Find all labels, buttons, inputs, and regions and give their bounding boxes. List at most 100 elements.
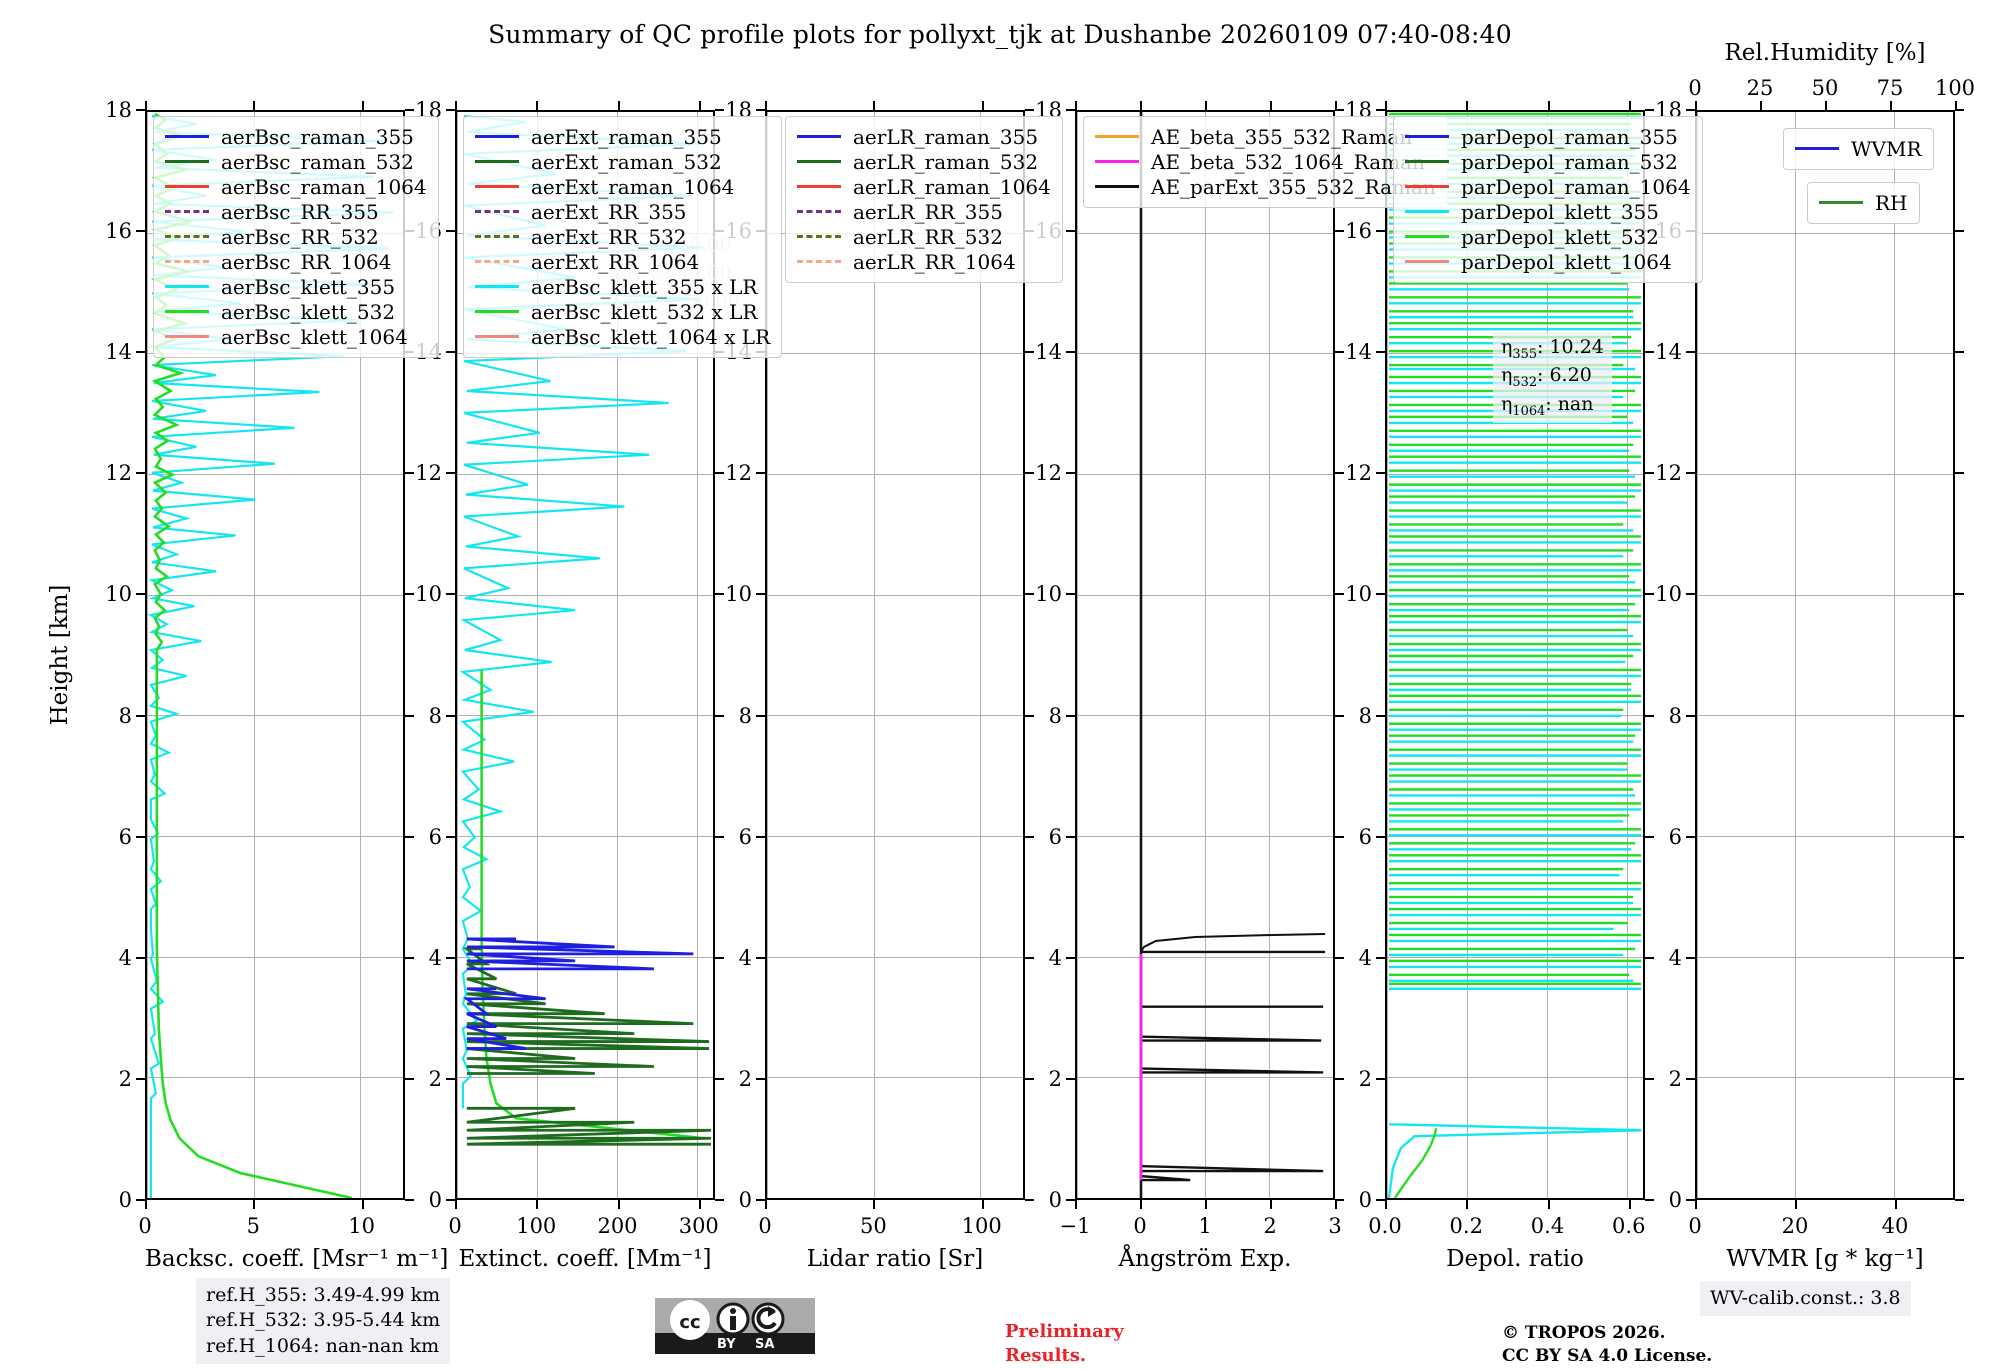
legend-lidar-ratio[interactable]: aerLR_raman_355 aerLR_raman_532 aerLR_ra… (785, 116, 1063, 283)
legend-swatch (165, 160, 209, 163)
legend-item: aerLR_raman_355 (797, 124, 1051, 149)
plot-area-lidar-ratio[interactable] (765, 110, 1025, 1200)
page-title: Summary of QC profile plots for pollyxt_… (488, 20, 1512, 49)
eta-1064-value: η1064: nan (1501, 392, 1594, 419)
panel-wvmr-rh: 0 2 4 6 8 10 12 14 16 18 0 20 40 WVMR [g… (1655, 40, 1976, 1272)
legend-swatch (1095, 160, 1139, 163)
angstroem-traces (1139, 112, 1326, 1198)
legend-item: WVMR (1795, 136, 1922, 161)
legend-item: parDepol_klett_532 (1405, 224, 1691, 249)
legend-item: aerLR_RR_1064 (797, 249, 1051, 274)
legend-item: aerBsc_klett_532 x LR (475, 299, 770, 324)
x-axis-label-backscatter: Backsc. coeff. [Msr⁻¹ m⁻¹] (145, 1246, 449, 1272)
legend-swatch (797, 185, 841, 188)
legend-item: aerBsc_RR_355 (165, 199, 427, 224)
legend-swatch (1095, 135, 1139, 138)
legend-backscatter[interactable]: aerBsc_raman_355 aerBsc_raman_532 aerBsc… (153, 116, 439, 358)
legend-item: parDepol_klett_1064 (1405, 249, 1691, 274)
x-axis-label-lidar-ratio: Lidar ratio [Sr] (806, 1246, 984, 1272)
svg-text:cc: cc (679, 1312, 700, 1333)
creative-commons-badge: cc BY SA (655, 1298, 815, 1354)
legend-wvmr[interactable]: WVMR (1783, 128, 1934, 170)
legend-swatch (1405, 185, 1449, 188)
legend-swatch (475, 285, 519, 288)
legend-swatch (797, 135, 841, 138)
legend-item: AE_beta_532_1064_Raman (1095, 149, 1436, 174)
legend-swatch (797, 160, 841, 163)
panel-lidar-ratio: 0 2 4 6 8 10 12 14 16 18 0 50 100 Lidar … (725, 98, 1063, 1272)
cc-sa-label: SA (755, 1337, 775, 1352)
legend-item: aerLR_RR_532 (797, 224, 1051, 249)
reference-height-box: ref.H_355: 3.49-4.99 km ref.H_532: 3.95-… (196, 1278, 451, 1364)
legend-item: aerBsc_klett_532 (165, 299, 427, 324)
legend-item: aerExt_RR_532 (475, 224, 770, 249)
legend-item: aerBsc_RR_1064 (165, 249, 427, 274)
legend-item: aerBsc_RR_532 (165, 224, 427, 249)
legend-swatch (475, 185, 519, 188)
legend-swatch (1405, 210, 1449, 213)
legend-swatch (475, 235, 519, 238)
legend-item: parDepol_raman_532 (1405, 149, 1691, 174)
legend-swatch (475, 210, 519, 213)
plot-area-depol-ratio[interactable] (1385, 110, 1645, 1200)
plot-area-wvmr-rh[interactable] (1695, 110, 1955, 1200)
legend-swatch (797, 260, 841, 263)
x-axis-label-angstroem: Ångström Exp. (1118, 1246, 1292, 1272)
legend-item: aerExt_RR_355 (475, 199, 770, 224)
legend-item: aerBsc_raman_1064 (165, 174, 427, 199)
panel-angstroem: 0 2 4 6 8 10 12 14 16 18 −1 0 1 2 3 Ångs… (1035, 98, 1448, 1272)
legend-item: parDepol_raman_355 (1405, 124, 1691, 149)
legend-swatch (797, 235, 841, 238)
legend-swatch (165, 285, 209, 288)
legend-item: aerLR_raman_532 (797, 149, 1051, 174)
top-axis-label-rh: Rel.Humidity [%] (1724, 40, 1926, 66)
legend-rh[interactable]: RH (1807, 182, 1920, 224)
legend-item: aerBsc_klett_355 x LR (475, 274, 770, 299)
legend-swatch (165, 135, 209, 138)
legend-item: aerBsc_raman_532 (165, 149, 427, 174)
cc-by-label: BY (717, 1337, 736, 1352)
legend-swatch (1819, 201, 1863, 204)
legend-item: parDepol_klett_355 (1405, 199, 1691, 224)
legend-swatch (165, 185, 209, 188)
x-axis-label-wvmr: WVMR [g * kg⁻¹] (1726, 1246, 1924, 1272)
legend-swatch (165, 335, 209, 338)
legend-item: aerBsc_raman_355 (165, 124, 427, 149)
legend-item: aerExt_raman_1064 (475, 174, 770, 199)
extinction-traces (459, 114, 712, 1146)
legend-item: parDepol_raman_1064 (1405, 174, 1691, 199)
legend-swatch (165, 310, 209, 313)
x-axis-label-depol-ratio: Depol. ratio (1446, 1246, 1584, 1272)
legend-swatch (797, 210, 841, 213)
panel-extinction: 0 2 4 6 8 10 12 14 16 18 0 100 200 300 E… (415, 98, 783, 1272)
y-axis-label: Height [km] (47, 584, 73, 726)
legend-swatch (475, 260, 519, 263)
x-axis-label-extinction: Extinct. coeff. [Mm⁻¹] (458, 1246, 712, 1272)
legend-item: aerExt_raman_355 (475, 124, 770, 149)
legend-swatch (475, 160, 519, 163)
legend-item: aerExt_raman_532 (475, 149, 770, 174)
legend-item: aerLR_raman_1064 (797, 174, 1051, 199)
legend-swatch (165, 210, 209, 213)
legend-item: aerExt_RR_1064 (475, 249, 770, 274)
legend-item: aerBsc_klett_1064 x LR (475, 324, 770, 349)
legend-swatch (475, 335, 519, 338)
legend-item: AE_parExt_355_532_Raman (1095, 174, 1436, 199)
wv-calib-const-box: WV-calib.const.: 3.8 (1700, 1281, 1911, 1317)
legend-item: AE_beta_355_532_Raman (1095, 124, 1436, 149)
legend-swatch (1095, 185, 1139, 188)
panel-depol-ratio: 0 2 4 6 8 10 12 14 16 18 0.0 0.2 0.4 0.6… (1345, 98, 1703, 1272)
legend-item: RH (1819, 190, 1908, 215)
plot-area-angstroem[interactable] (1075, 110, 1335, 1200)
legend-swatch (165, 260, 209, 263)
legend-item: aerBsc_klett_355 (165, 274, 427, 299)
panel-backscatter: 0 2 4 6 8 10 12 14 16 18 0 5 10 Backsc. … (105, 98, 449, 1272)
legend-angstroem[interactable]: AE_beta_355_532_Raman AE_beta_532_1064_R… (1083, 116, 1448, 208)
legend-swatch (475, 310, 519, 313)
legend-item: aerLR_RR_355 (797, 199, 1051, 224)
preliminary-results-note: Preliminary Results. (1005, 1321, 1124, 1367)
legend-extinction[interactable]: aerExt_raman_355 aerExt_raman_532 aerExt… (463, 116, 783, 358)
legend-swatch (1405, 260, 1449, 263)
legend-swatch (475, 135, 519, 138)
legend-depol-ratio[interactable]: parDepol_raman_355 parDepol_raman_532 pa… (1393, 116, 1703, 283)
